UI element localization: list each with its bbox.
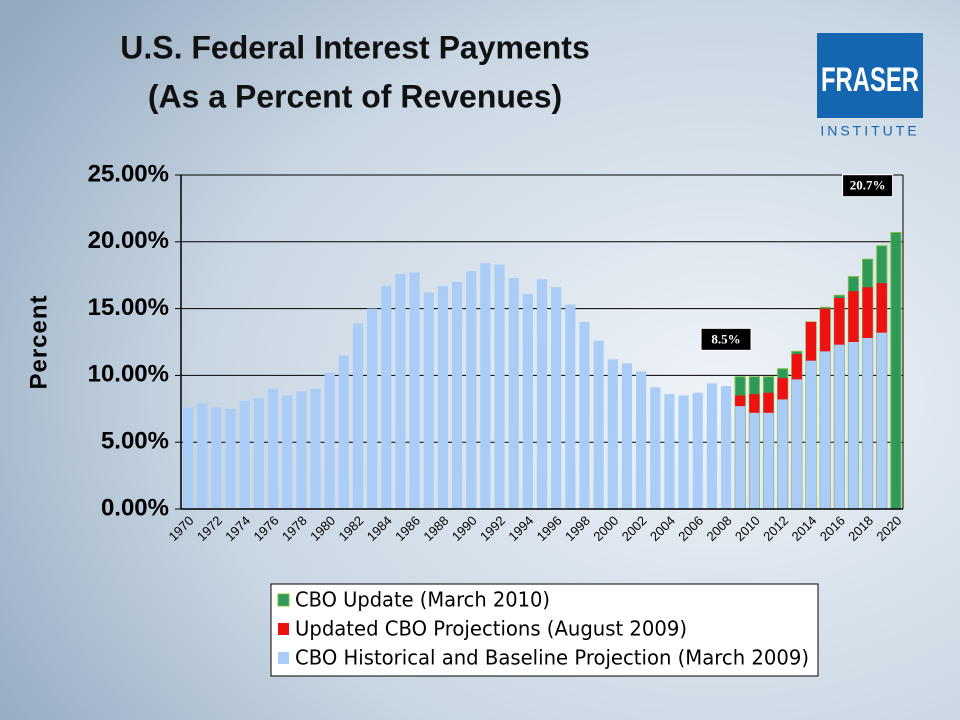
y-tick-label: 10.00% <box>88 361 169 388</box>
bar <box>664 394 675 509</box>
bar <box>267 388 279 509</box>
bar <box>706 383 717 509</box>
annotation: 20.7% <box>850 178 886 193</box>
bar <box>409 272 420 509</box>
bar <box>367 308 378 509</box>
legend <box>270 583 819 677</box>
bar <box>551 287 562 509</box>
bar <box>692 392 703 509</box>
bar <box>862 337 873 509</box>
bar <box>395 273 406 509</box>
annotation: 8.5% <box>711 331 740 346</box>
bar <box>720 386 732 509</box>
bar <box>225 408 236 509</box>
bar <box>324 372 335 509</box>
bar <box>437 285 448 509</box>
bar <box>536 279 548 509</box>
logo-box <box>817 33 923 118</box>
bar <box>749 412 760 509</box>
bar <box>735 406 746 509</box>
legend-swatch <box>277 593 290 607</box>
bar <box>338 355 349 509</box>
bar <box>494 264 505 509</box>
chart-subtitle: (As a Percent of Revenues) <box>148 78 562 114</box>
bar <box>890 231 902 510</box>
bar <box>876 332 887 509</box>
bar <box>282 395 293 509</box>
bar <box>848 342 859 509</box>
bar <box>466 271 477 509</box>
y-tick-label: 5.00% <box>101 428 169 455</box>
bar <box>777 399 788 509</box>
annotation-box <box>842 174 894 198</box>
bar <box>211 407 222 509</box>
bar <box>239 400 250 509</box>
bar <box>296 391 307 509</box>
bar <box>310 388 321 509</box>
y-tick-label: 20.00% <box>88 227 169 254</box>
logo-name: FRASER <box>821 61 919 99</box>
y-tick-label: 15.00% <box>88 294 169 321</box>
bar <box>451 281 463 509</box>
y-tick-label: 25.00% <box>88 160 169 187</box>
bar <box>593 340 604 509</box>
bar <box>565 304 576 509</box>
bar <box>607 359 618 509</box>
bar <box>650 387 661 509</box>
bar <box>508 277 519 509</box>
bar <box>763 412 774 509</box>
bar <box>834 344 845 509</box>
legend-swatch <box>278 652 289 664</box>
bar <box>197 403 208 509</box>
bar <box>636 371 647 509</box>
chart-title: U.S. Federal Interest Payments <box>120 29 590 65</box>
bar <box>579 321 590 509</box>
legend-label: CBO Update (March 2010) <box>295 588 550 612</box>
bar <box>253 398 264 509</box>
bar <box>621 363 633 509</box>
y-tick-label: 0.00% <box>101 494 169 521</box>
bar <box>480 263 491 509</box>
bar <box>522 293 533 509</box>
annotation-box <box>700 327 752 351</box>
bar <box>820 351 831 509</box>
legend-swatch <box>278 623 289 635</box>
logo-subname: INSTITUTE <box>820 123 919 139</box>
bar <box>678 395 689 509</box>
legend-label: Updated CBO Projections (August 2009) <box>295 617 687 641</box>
bar <box>791 379 802 509</box>
bar <box>182 407 194 509</box>
bar <box>423 292 434 509</box>
bar <box>381 285 392 509</box>
bar <box>352 323 364 509</box>
bar <box>805 360 817 509</box>
legend-label: CBO Historical and Baseline Projection (… <box>295 646 809 670</box>
y-axis-label: Percent <box>25 294 52 389</box>
